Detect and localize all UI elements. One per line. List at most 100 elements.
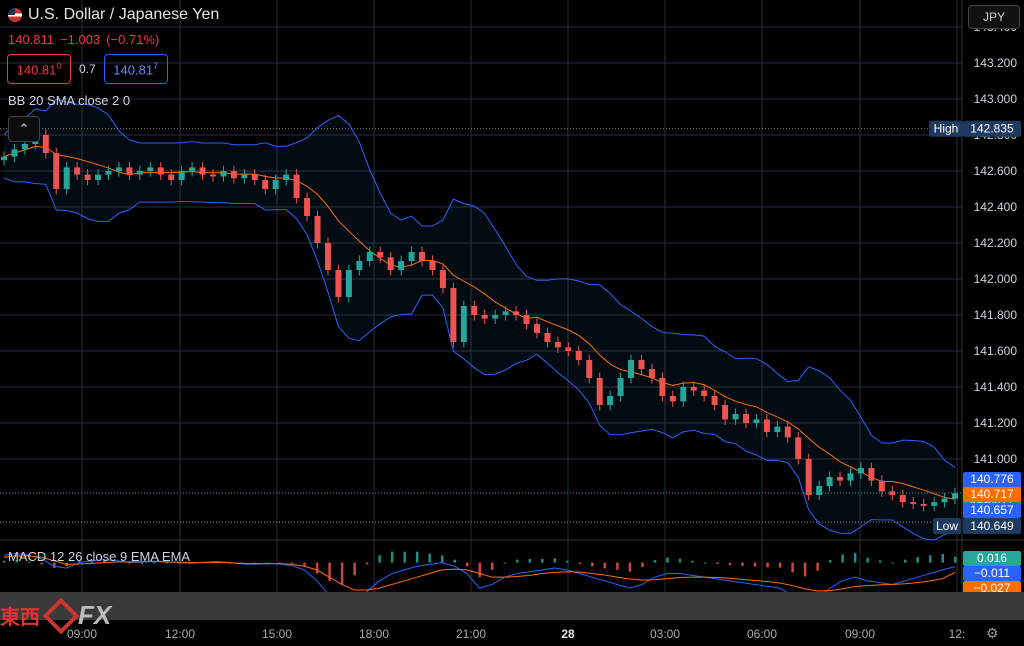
macd-histogram-bar: [941, 553, 944, 563]
candle-body: [293, 174, 300, 198]
high-value-tag: 142.835: [970, 122, 1014, 136]
macd-histogram-bar: [15, 560, 19, 563]
macd-value-tag-bg: [963, 566, 1021, 581]
time-axis-label: 18:00: [359, 627, 389, 641]
high-tag: High: [934, 122, 959, 136]
candle-body: [126, 167, 133, 175]
candle-body: [565, 347, 572, 351]
candle-body: [701, 390, 708, 396]
chevron-up-icon: ⌃: [18, 121, 30, 136]
macd-histogram-bar: [353, 562, 356, 576]
sell-button[interactable]: 140.810: [7, 54, 71, 85]
candle-body: [11, 149, 18, 157]
macd-indicator-label[interactable]: MACD 12 26 close 9 EMA EMA: [8, 549, 191, 564]
candle-body: [178, 171, 185, 180]
time-axis-label: 12:00: [165, 627, 195, 641]
candle-body: [680, 387, 687, 402]
candle-body: [157, 167, 164, 175]
macd-histogram-bar: [365, 562, 369, 565]
usd-flag-icon: [8, 8, 22, 22]
bollinger-band-fill: [4, 99, 955, 541]
macd-histogram-bar: [766, 562, 769, 568]
candle-body: [784, 426, 791, 438]
candles-group: [1, 129, 958, 512]
candle-body: [690, 387, 697, 391]
time-axis-label: 09:00: [845, 627, 875, 641]
macd-histogram-bar: [778, 562, 782, 568]
candle-body: [920, 504, 927, 506]
candle-body: [408, 252, 415, 261]
macd-histogram-bar: [290, 562, 294, 564]
candle-body: [377, 252, 384, 258]
candle-body: [460, 306, 467, 342]
time-axis-bg: [0, 620, 1024, 646]
candle-body: [387, 257, 394, 270]
macd-histogram-bar: [903, 559, 907, 563]
macd-histogram-bar: [916, 557, 919, 563]
candle-body: [544, 333, 551, 342]
currency-button[interactable]: JPY: [968, 5, 1020, 29]
candle-body: [732, 414, 739, 420]
price-change-pct: (−0.71%): [106, 32, 160, 47]
gear-icon[interactable]: ⚙: [986, 625, 999, 641]
macd-histogram-tag: 0.016: [977, 551, 1007, 565]
bid-price: 140.81: [16, 62, 57, 78]
candle-body: [722, 405, 729, 420]
watermark-cn-text: 東西: [0, 605, 40, 629]
candle-body: [1, 156, 7, 161]
high-value-tag-bg: [963, 120, 1021, 137]
macd-histogram-bar: [728, 562, 732, 566]
bb-upper-tag: 140.776: [970, 472, 1014, 486]
macd-histogram-bar: [541, 558, 544, 563]
watermark-logo-icon: [42, 597, 80, 634]
bid-ask-panel: 140.810 0.7 140.817: [7, 54, 168, 85]
collapse-legend-button[interactable]: ⌃: [8, 116, 40, 142]
candle-body: [805, 459, 812, 495]
symbol-title: U.S. Dollar / Japanese Yen: [28, 6, 220, 23]
candle-body: [857, 468, 864, 474]
macd-histogram-bar: [866, 557, 869, 563]
candle-body: [837, 477, 844, 481]
candle-body: [952, 493, 958, 499]
candle-body: [648, 369, 655, 378]
macd-histogram-bar: [653, 560, 657, 563]
bollinger-indicator-label[interactable]: BB 20 SMA close 2 0: [8, 93, 131, 108]
macd-histogram-bar: [340, 562, 344, 585]
candle-body: [931, 502, 938, 506]
macd-histogram-bar: [603, 562, 607, 569]
macd-histogram-bar: [253, 562, 256, 564]
macd-histogram-bar: [628, 562, 632, 572]
bb-lower-tag-bg: [963, 503, 1021, 518]
signal-line: [3, 555, 956, 592]
price-tick-label: 142.200: [974, 236, 1018, 250]
candle-body: [596, 378, 603, 405]
candle-body: [628, 360, 635, 378]
bb-basis-tag: 140.717: [970, 487, 1014, 501]
candle-body: [763, 419, 770, 432]
buy-button[interactable]: 140.817: [103, 54, 168, 85]
macd-histogram-bar: [828, 560, 832, 563]
macd-histogram-bar: [678, 558, 682, 563]
macd-histogram-bar: [78, 561, 81, 563]
signal-value-tag: −0.027: [973, 581, 1010, 595]
candle-body: [554, 342, 561, 348]
macd-histogram-bar: [28, 561, 31, 563]
symbol-header[interactable]: U.S. Dollar / Japanese Yen: [8, 6, 219, 24]
macd-histogram-bar: [453, 559, 456, 563]
candle-body: [826, 477, 833, 486]
macd-histogram-bar: [841, 554, 844, 563]
time-axis-label: 12:: [949, 627, 966, 641]
candle-body: [669, 396, 676, 402]
candle-body: [816, 486, 823, 495]
macd-histogram-bar: [278, 562, 281, 564]
price-tick-label: 141.400: [974, 380, 1018, 394]
candle-body: [220, 171, 227, 177]
candle-body: [115, 167, 122, 171]
candle-body: [774, 426, 781, 432]
bollinger-upper-band: [3, 98, 956, 468]
price-quote: 140.811 −1.003 (−0.71%): [8, 32, 159, 47]
candle-body: [742, 414, 749, 423]
ask-pip: 7: [153, 61, 159, 71]
candle-body: [345, 270, 352, 297]
